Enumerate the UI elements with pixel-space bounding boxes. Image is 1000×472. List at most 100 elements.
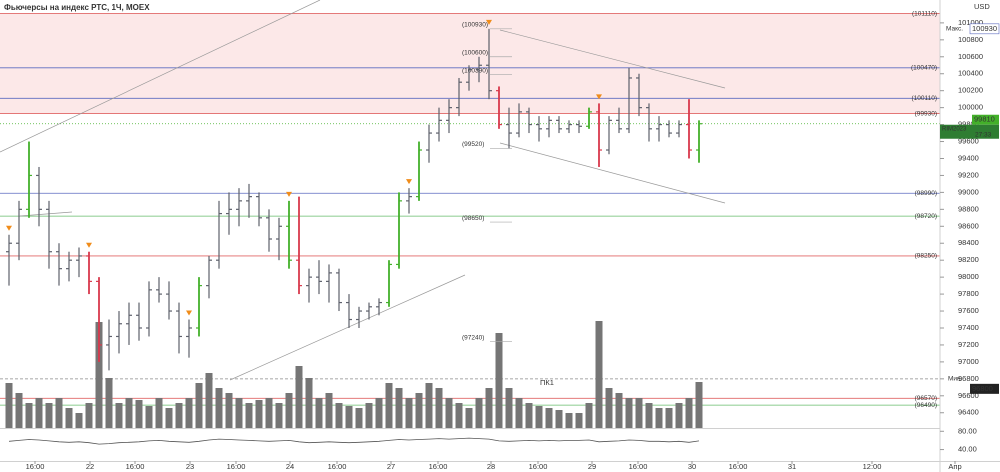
chart-title: Фьючерсы на индекс РТС, 1Ч, MOEX xyxy=(4,3,150,12)
marks: (100930) (100600) (100390) (99520) (98650) (9… xyxy=(6,19,702,445)
x-tick-label: 16:00 xyxy=(227,462,246,471)
x-tick-label: Апр xyxy=(948,462,961,471)
x-tick-label: 30 xyxy=(688,462,696,471)
min-value: 96800 xyxy=(972,384,993,393)
volume-bar xyxy=(365,403,373,428)
x-tick-label: 16:00 xyxy=(26,462,45,471)
volume-bar xyxy=(485,388,493,428)
y-tick-label: 100800 xyxy=(958,35,983,44)
volume-bar xyxy=(525,403,533,428)
volume-bar xyxy=(255,400,263,428)
min-value-bg xyxy=(970,383,999,394)
volume-bar xyxy=(465,408,473,428)
max-label: Макс. xyxy=(946,26,963,33)
trend-line xyxy=(499,142,726,204)
last-price: 99810 xyxy=(974,115,995,124)
level-label: (99930) xyxy=(915,110,937,117)
volume-bar xyxy=(65,408,73,428)
y-tick-label: 98200 xyxy=(958,255,979,264)
volume-bar xyxy=(645,403,653,428)
oscillator-line xyxy=(8,437,700,445)
x-tick-label: 16:00 xyxy=(429,462,448,471)
y-tick-label: 100600 xyxy=(958,52,983,61)
volume-bar xyxy=(185,398,193,428)
pane-label: ПК1 xyxy=(540,378,554,387)
last-price-bg xyxy=(972,114,999,125)
zone xyxy=(0,13,940,114)
volume-bar xyxy=(325,393,333,428)
y-tick-label: 99600 xyxy=(958,137,979,146)
axis-label: USD xyxy=(974,2,990,11)
annotation-label: (98650) xyxy=(462,215,484,222)
volume-bar xyxy=(15,393,23,428)
volume-bar xyxy=(315,398,323,428)
y-tick-label: 98000 xyxy=(958,272,979,281)
volume-bar xyxy=(415,393,423,428)
volume-bar xyxy=(555,410,563,428)
annotation-label: (100600) xyxy=(462,50,488,57)
y-tick-label: 97600 xyxy=(958,306,979,315)
volume-bar xyxy=(295,366,303,428)
volume-bar xyxy=(45,403,53,428)
volume-bar xyxy=(385,383,393,428)
annotation-label: (100390) xyxy=(462,67,488,74)
max-badge-bg xyxy=(969,23,1000,35)
signal-marker xyxy=(286,191,292,197)
y-tick-label: 98600 xyxy=(958,221,979,230)
volume-bar xyxy=(215,388,223,428)
volume-bar xyxy=(685,398,693,428)
volume-bar xyxy=(175,403,183,428)
volume-bar xyxy=(655,408,663,428)
volume-bar xyxy=(75,413,83,428)
volume-bar xyxy=(115,403,123,428)
signal-marker xyxy=(486,19,492,25)
y-tick-label: 80.00 xyxy=(958,426,977,435)
volume-bar xyxy=(95,322,103,428)
y-tick-label: 96800 xyxy=(958,374,979,383)
volume-bar xyxy=(585,403,593,428)
volume-bar xyxy=(605,388,613,428)
annotation-label: (100930) xyxy=(462,22,488,29)
volume-bar xyxy=(35,398,43,428)
x-tick-label: 16:00 xyxy=(729,462,748,471)
volume-bar xyxy=(425,383,433,428)
y-tick-label: 97000 xyxy=(958,357,979,366)
x-tick-label: 16:00 xyxy=(126,462,145,471)
level-label: (96570) xyxy=(915,395,937,402)
volume-bar xyxy=(625,398,633,428)
volume-bar xyxy=(335,403,343,428)
annotation-label: (99520) xyxy=(462,141,484,148)
volume-bar xyxy=(475,398,483,428)
countdown: 27:33 xyxy=(975,131,992,138)
symbol-bg xyxy=(940,124,999,139)
level-label: (100470) xyxy=(911,65,937,72)
volume-bar xyxy=(355,408,363,428)
signal-marker xyxy=(406,179,412,185)
y-tick-label: 98400 xyxy=(958,238,979,247)
y-tick-label: 99200 xyxy=(958,170,979,179)
y-tick-label: 97400 xyxy=(958,323,979,332)
level-label: (98990) xyxy=(915,190,937,197)
y-tick-label: 99000 xyxy=(958,187,979,196)
plot-area xyxy=(0,13,940,428)
volume-bar xyxy=(535,406,543,428)
max-value: 100930 xyxy=(972,24,997,33)
volume-bar xyxy=(495,333,503,428)
volume-bar xyxy=(265,398,273,428)
volume-bar xyxy=(5,383,13,428)
volume-bar xyxy=(545,408,553,428)
x-tick-label: 29 xyxy=(588,462,596,471)
y-tick-label: 99800 xyxy=(958,120,979,129)
x-tick-label: 23 xyxy=(186,462,194,471)
volume-bar xyxy=(275,403,283,428)
y-tick-label: 97200 xyxy=(958,340,979,349)
volume-bar xyxy=(245,403,253,428)
min-label: Мин. xyxy=(948,376,963,383)
volume-bar xyxy=(135,400,143,428)
volume-bar xyxy=(675,403,683,428)
y-tick-label: 40.00 xyxy=(958,445,977,454)
volume-bar xyxy=(165,408,173,428)
volume-bar xyxy=(635,398,643,428)
trend-line xyxy=(0,0,321,153)
x-tick-label: 22 xyxy=(86,462,94,471)
